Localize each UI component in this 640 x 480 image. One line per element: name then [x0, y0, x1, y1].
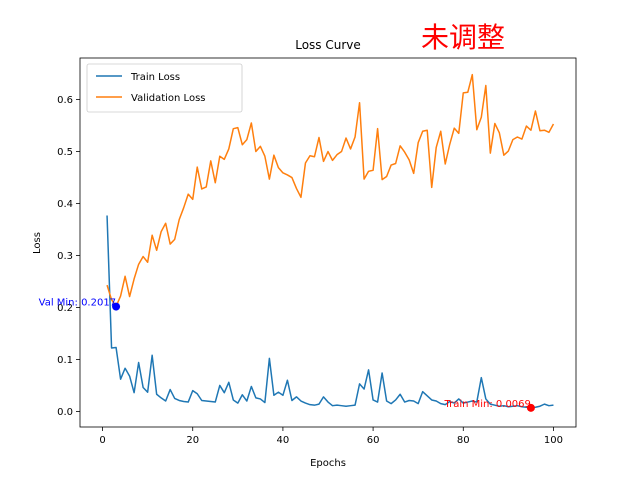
legend-box: [86, 63, 243, 113]
train-min-annotation: Train Min: 0.0069: [443, 399, 530, 410]
series-line-train-loss: [106, 215, 554, 409]
train-min-marker: [526, 403, 535, 412]
x-tick-label: 60: [367, 435, 380, 446]
y-axis-label: Loss: [32, 232, 43, 254]
legend-label-validation-loss: Validation Loss: [131, 93, 206, 104]
chart-title: Loss Curve: [295, 38, 361, 52]
x-axis-label: Epochs: [310, 458, 346, 469]
legend-label-train-loss: Train Loss: [130, 72, 180, 83]
plot-area: [106, 73, 555, 409]
series-line-validation-loss: [106, 73, 555, 308]
legend: Train Loss Validation Loss: [86, 63, 243, 113]
y-tick-label: 0.0: [57, 407, 73, 418]
y-tick-label: 0.5: [57, 147, 73, 158]
x-tick-label: 40: [277, 435, 290, 446]
val-min-marker: [112, 302, 121, 311]
x-tick-label: 0: [99, 435, 105, 446]
y-tick-label: 0.1: [57, 355, 73, 366]
y-tick-label: 0.4: [57, 199, 73, 210]
corner-label: 未调整: [421, 21, 505, 54]
y-tick-label: 0.6: [57, 95, 73, 106]
val-min-annotation: Val Min: 0.2017: [39, 298, 116, 309]
y-tick-label: 0.3: [57, 251, 73, 262]
y-tick-label: 0.2: [57, 303, 73, 314]
axes-frame: [79, 57, 577, 428]
x-tick-label: 100: [544, 435, 563, 446]
x-tick-label: 20: [186, 435, 199, 446]
x-tick-label: 80: [457, 435, 470, 446]
